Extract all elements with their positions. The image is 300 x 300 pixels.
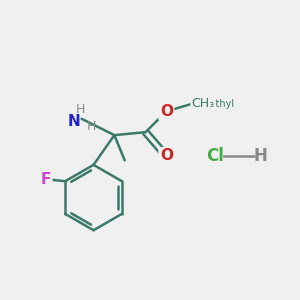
Text: H: H (253, 147, 267, 165)
Text: Cl: Cl (206, 147, 224, 165)
Text: O: O (160, 148, 173, 164)
Text: methyl: methyl (200, 99, 235, 109)
Text: H: H (87, 120, 96, 133)
Text: CH₃: CH₃ (192, 98, 215, 110)
Text: O: O (160, 104, 173, 119)
Text: H: H (76, 103, 85, 116)
Text: N: N (68, 114, 80, 129)
Text: F: F (41, 172, 51, 187)
